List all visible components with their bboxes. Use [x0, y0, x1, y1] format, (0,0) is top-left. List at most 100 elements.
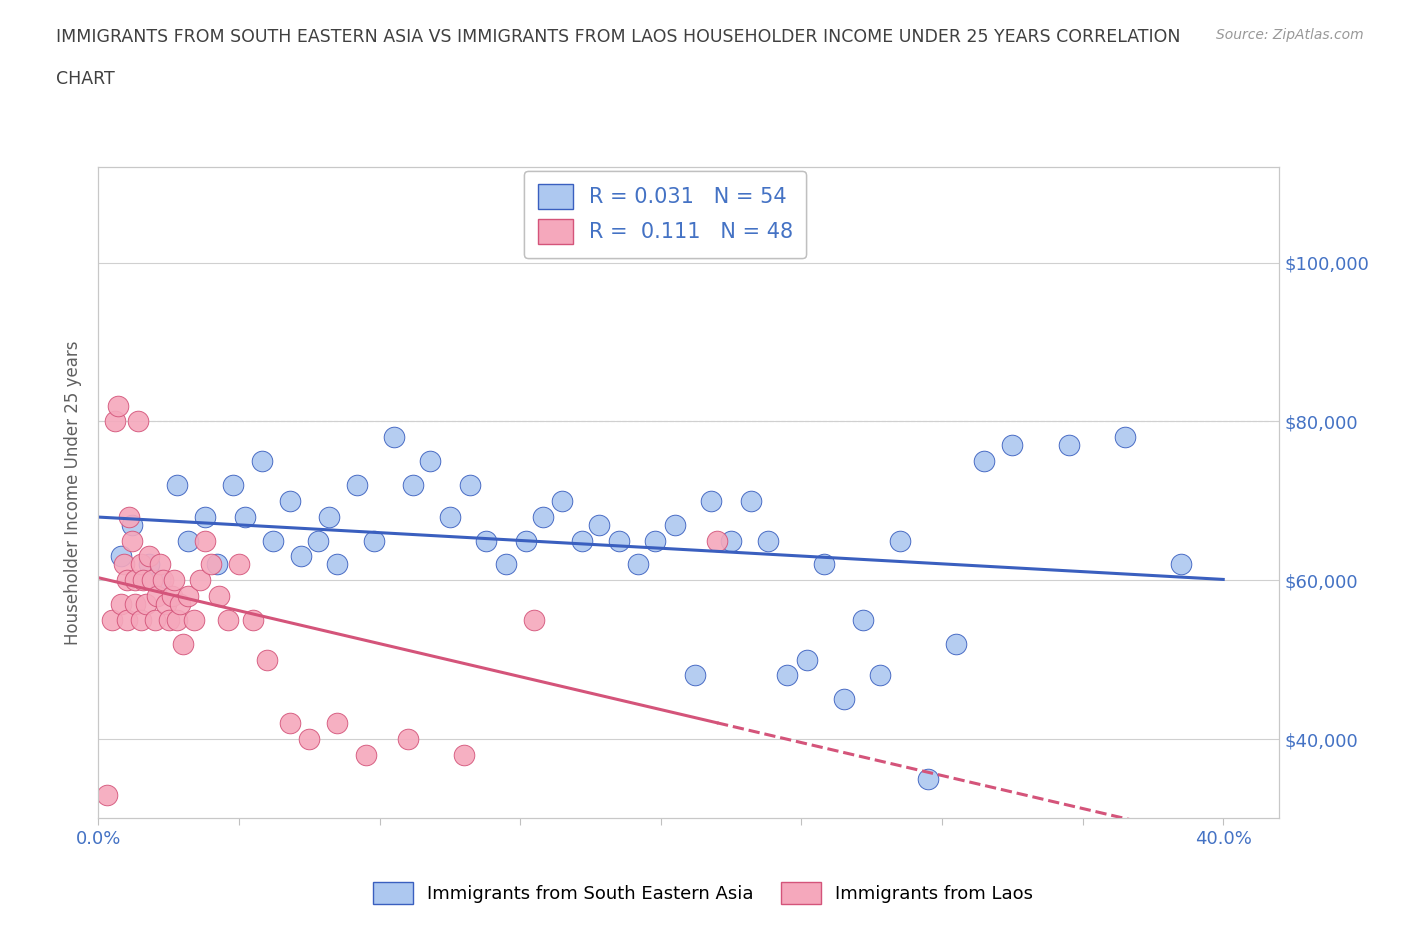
Point [124, 597, 146, 612]
Point [110, 549, 132, 564]
Point [121, 533, 143, 548]
Point [262, 533, 284, 548]
Point [149, 573, 172, 588]
Point [298, 732, 321, 747]
Point [740, 494, 762, 509]
Point [664, 517, 686, 532]
Point [152, 573, 174, 588]
Point [973, 454, 995, 469]
Point [278, 494, 301, 509]
Point [700, 494, 723, 509]
Point [149, 557, 172, 572]
Point [110, 597, 132, 612]
Point [346, 477, 368, 492]
Point [256, 652, 278, 667]
Point [132, 573, 155, 588]
Y-axis label: Householder Income Under 25 years: Householder Income Under 25 years [65, 340, 83, 645]
Legend: Immigrants from South Eastern Asia, Immigrants from Laos: Immigrants from South Eastern Asia, Immi… [366, 875, 1040, 911]
Point [118, 510, 141, 525]
Point [531, 510, 554, 525]
Point [354, 748, 377, 763]
Point [644, 533, 666, 548]
Point [188, 573, 211, 588]
Point [852, 613, 875, 628]
Point [129, 613, 152, 628]
Point [756, 533, 779, 548]
Point [166, 613, 188, 628]
Point [163, 573, 186, 588]
Point [112, 557, 135, 572]
Point [515, 533, 537, 548]
Point [1057, 438, 1080, 453]
Point [177, 533, 200, 548]
Point [143, 613, 166, 628]
Point [1170, 557, 1192, 572]
Text: IMMIGRANTS FROM SOUTH EASTERN ASIA VS IMMIGRANTS FROM LAOS HOUSEHOLDER INCOME UN: IMMIGRANTS FROM SOUTH EASTERN ASIA VS IM… [56, 28, 1181, 46]
Point [135, 597, 157, 612]
Point [1001, 438, 1024, 453]
Point [138, 549, 160, 564]
Point [121, 517, 143, 532]
Point [607, 533, 630, 548]
Point [813, 557, 835, 572]
Point [290, 549, 312, 564]
Point [101, 613, 124, 628]
Point [138, 557, 160, 572]
Point [588, 517, 610, 532]
Point [124, 573, 146, 588]
Point [523, 613, 546, 628]
Point [945, 636, 967, 651]
Point [115, 573, 138, 588]
Point [382, 430, 405, 445]
Text: CHART: CHART [56, 70, 115, 87]
Point [146, 589, 169, 604]
Point [917, 771, 939, 786]
Point [307, 533, 329, 548]
Point [200, 557, 222, 572]
Point [183, 613, 205, 628]
Point [233, 510, 256, 525]
Point [172, 636, 194, 651]
Point [869, 668, 891, 683]
Point [419, 454, 441, 469]
Point [832, 692, 855, 707]
Point [160, 589, 183, 604]
Point [107, 398, 129, 413]
Point [495, 557, 517, 572]
Point [127, 414, 149, 429]
Point [720, 533, 742, 548]
Point [242, 613, 264, 628]
Point [475, 533, 498, 548]
Text: Source: ZipAtlas.com: Source: ZipAtlas.com [1216, 28, 1364, 42]
Point [278, 716, 301, 731]
Point [96, 787, 118, 802]
Point [166, 477, 188, 492]
Point [318, 510, 340, 525]
Point [402, 477, 425, 492]
Point [326, 716, 349, 731]
Point [571, 533, 593, 548]
Point [217, 613, 239, 628]
Point [129, 557, 152, 572]
Point [205, 557, 228, 572]
Point [115, 613, 138, 628]
Point [208, 589, 231, 604]
Point [551, 494, 574, 509]
Point [889, 533, 911, 548]
Point [396, 732, 419, 747]
Point [104, 414, 127, 429]
Point [250, 454, 273, 469]
Point [439, 510, 461, 525]
Point [706, 533, 728, 548]
Point [363, 533, 385, 548]
Point [326, 557, 349, 572]
Point [458, 477, 481, 492]
Point [155, 597, 177, 612]
Point [796, 652, 818, 667]
Point [177, 589, 200, 604]
Point [228, 557, 250, 572]
Point [157, 613, 180, 628]
Point [169, 597, 191, 612]
Point [776, 668, 799, 683]
Point [683, 668, 706, 683]
